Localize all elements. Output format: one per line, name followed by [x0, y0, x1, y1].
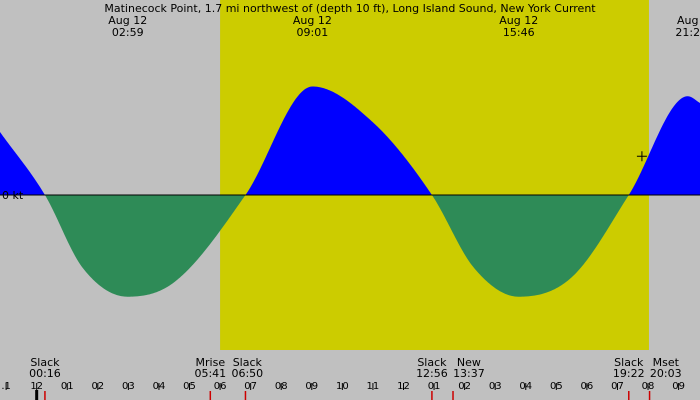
top-event-time-0: 02:59: [112, 26, 144, 39]
ebb-area-1: [45, 195, 246, 297]
flood-area-2: [246, 86, 432, 195]
hour-tick-label-12: 11: [367, 381, 380, 392]
top-event-time-2: 15:46: [503, 26, 535, 39]
bottom-event-label-1: Mrise: [196, 356, 226, 369]
flood-area-0: [0, 132, 45, 195]
top-event-date-2: Aug 12: [499, 14, 538, 27]
bottom-event-time-0: 00:16: [29, 367, 61, 380]
hour-tick-label-22: 09: [672, 381, 685, 392]
hour-tick-label-20: 07: [611, 381, 624, 392]
bottom-event-time-4: 13:37: [453, 367, 485, 380]
hour-tick-label-4: 03: [122, 381, 135, 392]
top-event-time-3: 21:2: [675, 26, 700, 39]
bottom-event-label-3: Slack: [417, 356, 447, 369]
bottom-event-label-0: Slack: [30, 356, 60, 369]
bottom-event-label-6: Mset: [653, 356, 680, 369]
bottom-event-time-3: 12:56: [416, 367, 448, 380]
hour-tick-label-21: 08: [642, 381, 655, 392]
hour-tick-label-7: 06: [214, 381, 227, 392]
bottom-event-time-5: 19:22: [613, 367, 645, 380]
ebb-area-3: [432, 195, 629, 297]
hour-tick-label-11: 10: [336, 381, 349, 392]
hour-tick-label-17: 04: [519, 381, 532, 392]
hour-tick-label-19: 06: [581, 381, 594, 392]
hour-tick-label-0: .1: [1, 381, 11, 392]
hour-tick-label-13: 12: [397, 381, 410, 392]
bottom-event-label-2: Slack: [233, 356, 263, 369]
hour-tick-label-14: 01: [428, 381, 441, 392]
bottom-event-labels: Slack00:16Mrise05:41Slack06:50Slack12:56…: [29, 356, 682, 380]
zero-knot-label: 0 kt: [2, 189, 24, 202]
hour-tick-label-5: 04: [153, 381, 166, 392]
bottom-event-time-2: 06:50: [231, 367, 263, 380]
chart-title: Matinecock Point, 1.7 mi northwest of (d…: [104, 2, 596, 15]
top-event-date-0: Aug 12: [108, 14, 147, 27]
hour-tick-label-10: 09: [305, 381, 318, 392]
hour-tick-label-9: 08: [275, 381, 288, 392]
hour-tick-label-8: 07: [244, 381, 257, 392]
hour-tick-label-2: 01: [61, 381, 74, 392]
bottom-event-label-4: New: [457, 356, 481, 369]
hour-tick-label-1: 12: [30, 381, 43, 392]
midnight-marker: [35, 390, 39, 400]
hour-tick-label-6: 05: [183, 381, 196, 392]
hour-tick-label-3: 02: [91, 381, 104, 392]
now-marker: [636, 151, 647, 162]
hour-tick-label-15: 02: [458, 381, 471, 392]
hour-tick-label-16: 03: [489, 381, 502, 392]
top-event-time-1: 09:01: [297, 26, 329, 39]
bottom-event-label-5: Slack: [614, 356, 644, 369]
top-event-date-1: Aug 12: [293, 14, 332, 27]
flood-area-4: [629, 96, 700, 195]
bottom-event-time-1: 05:41: [194, 367, 226, 380]
bottom-event-time-6: 20:03: [650, 367, 682, 380]
hour-tick-label-18: 05: [550, 381, 563, 392]
hour-axis: .1 12 01 02 03 04 05 06 07 08 09 10 11 12 01 02 03 04 05 06…: [1, 381, 685, 400]
top-event-date-3: Aug: [677, 14, 698, 27]
current-areas: [0, 86, 700, 297]
